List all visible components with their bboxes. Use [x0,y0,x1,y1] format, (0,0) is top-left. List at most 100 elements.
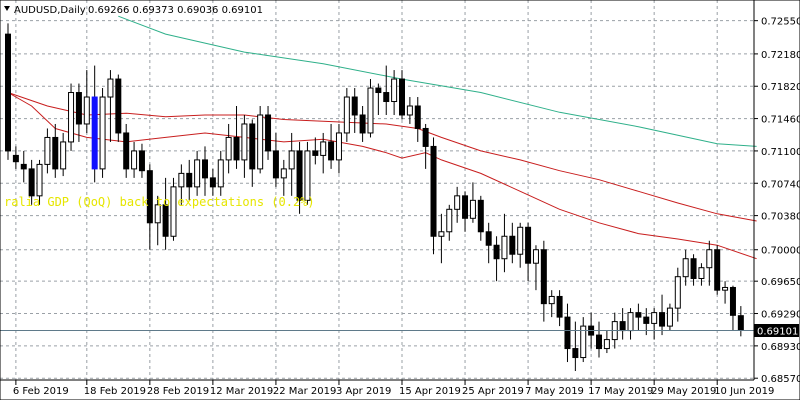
candle [351,88,358,133]
candle [674,267,681,322]
candle-body [540,249,547,305]
candle-body [194,159,201,188]
news-annotation: ralia GDP (QoQ) back to expectations (0.… [4,195,315,209]
candle [138,143,145,178]
price-tag-background [754,324,799,338]
candle [383,65,390,115]
candle-body [60,141,67,170]
candle [5,23,11,160]
price-tick-label: 0.71100 [761,147,800,158]
candle-body [383,92,390,103]
candle-body [178,172,185,188]
candle [414,97,421,142]
candle [233,106,240,169]
moving-average-layer [7,15,757,260]
candle-body [296,150,303,201]
candle [375,83,382,115]
candle [517,222,524,268]
candle-body [5,33,11,152]
candle-body [91,96,98,170]
candle [225,123,232,174]
candle [68,83,75,151]
symbol-timeframe: AUDUSD,Daily [14,5,86,16]
candle-body [359,114,366,134]
candle [241,114,248,178]
candle-body [20,163,27,170]
candle [91,65,98,183]
candle-body [698,267,705,279]
price-tick-label: 0.72180 [761,50,800,61]
candle [485,222,492,264]
candle [280,159,287,196]
candle [729,285,736,331]
candle-body [280,168,287,179]
candle-body [635,312,642,318]
moving-average-line [118,15,757,147]
candle-body [28,168,35,197]
price-tick-label: 0.70000 [761,246,800,257]
candle [36,159,43,205]
candle [257,106,264,174]
moving-average-line [7,92,757,260]
time-tick-label: 25 Apr 2019 [462,386,524,397]
candle-body [399,78,405,116]
candle [320,132,327,174]
candle-body [233,136,240,161]
candle-body [68,92,75,143]
candle [698,263,705,286]
candle [540,240,547,322]
candle [162,177,169,250]
candle [430,137,437,255]
price-tick-label: 0.71460 [761,115,800,126]
candle [20,150,27,183]
candle-body [107,78,114,98]
candle [714,245,721,295]
price-axis[interactable]: 0.72550 0.72180 0.71820 0.71460 0.71100 0.707… [754,17,800,386]
candle-body [682,258,689,278]
candle-body [714,249,721,291]
candle [123,123,130,178]
candle-body [603,339,610,350]
price-tick-label: 0.68570 [761,374,800,385]
candle [28,159,35,205]
candle-layer [5,23,744,372]
candle [603,330,610,354]
candle [525,222,532,282]
candle-body [501,235,508,260]
candle-body [12,154,19,163]
time-tick-label: 18 Feb 2019 [84,386,146,397]
candle-body [225,136,232,161]
candle-body [99,96,106,170]
time-axis[interactable]: 6 Feb 2019 18 Feb 2019 28 Feb 2019 12 Mar 2… [13,380,774,397]
candle [335,123,342,174]
candle-body [643,316,650,324]
candle [265,106,272,160]
candle-body [138,150,145,172]
candle [202,146,208,196]
candle-body [651,312,658,324]
candle [399,70,405,120]
candle-body [75,92,82,125]
price-tick-label: 0.72550 [761,17,800,28]
candle-body [367,87,374,134]
moving-average-line [7,92,757,222]
candle [706,240,713,286]
candle-body [446,208,453,233]
candle-body [154,204,161,224]
candle-body [170,186,177,237]
candle-body [265,114,272,152]
candle-body [217,159,224,188]
candle-body [36,163,43,197]
candle [44,128,51,174]
candle-body [343,96,350,134]
candle [107,70,114,142]
current-price-tag: 0.69101 [754,324,799,338]
time-tick-label: 22 Mar 2019 [273,386,336,397]
candle-body [241,123,248,161]
time-tick-label: 12 Mar 2019 [210,386,273,397]
candle [194,150,201,196]
dropdown-triangle-icon[interactable] [4,6,10,11]
candle [682,249,689,286]
